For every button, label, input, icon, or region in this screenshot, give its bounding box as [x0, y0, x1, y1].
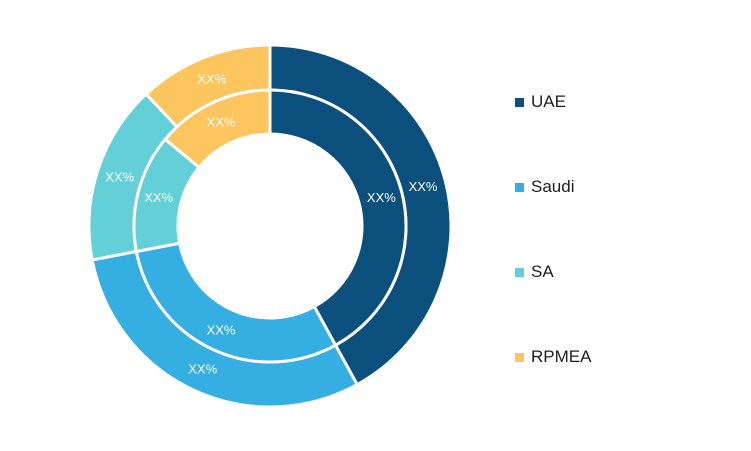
legend-item-uae: UAE: [515, 88, 591, 116]
outer-label-uae: XX%: [409, 179, 438, 194]
legend-item-saudi: Saudi: [515, 173, 591, 201]
inner-label-sa: XX%: [144, 190, 173, 205]
legend-swatch-saudi: [515, 182, 524, 192]
legend-label-uae: UAE: [531, 92, 566, 111]
legend-label-saudi: Saudi: [531, 177, 575, 196]
inner-slice-uae: [268, 88, 408, 348]
legend-item-rpmea: RPMEA: [515, 343, 591, 371]
legend-swatch-uae: [515, 97, 524, 107]
legend-label-sa: SA: [531, 262, 554, 281]
legend-label-rpmea: RPMEA: [531, 347, 592, 366]
chart-slice-labels: XX% XX% XX% XX% XX% XX% XX% XX%: [105, 72, 438, 377]
chart-legend: UAE Saudi SA RPMEA: [515, 88, 591, 428]
legend-swatch-sa: [515, 267, 524, 277]
outer-label-rpmea: XX%: [197, 72, 226, 87]
chart-slices: [87, 43, 453, 409]
outer-label-sa: XX%: [105, 170, 134, 185]
legend-swatch-rpmea: [515, 352, 524, 362]
inner-slice-rpmea: [163, 88, 272, 170]
inner-slice-saudi: [134, 241, 338, 364]
inner-label-saudi: XX%: [207, 323, 236, 338]
outer-label-saudi: XX%: [188, 361, 217, 376]
inner-label-rpmea: XX%: [207, 114, 236, 129]
legend-item-sa: SA: [515, 258, 591, 286]
inner-label-uae: XX%: [367, 190, 396, 205]
